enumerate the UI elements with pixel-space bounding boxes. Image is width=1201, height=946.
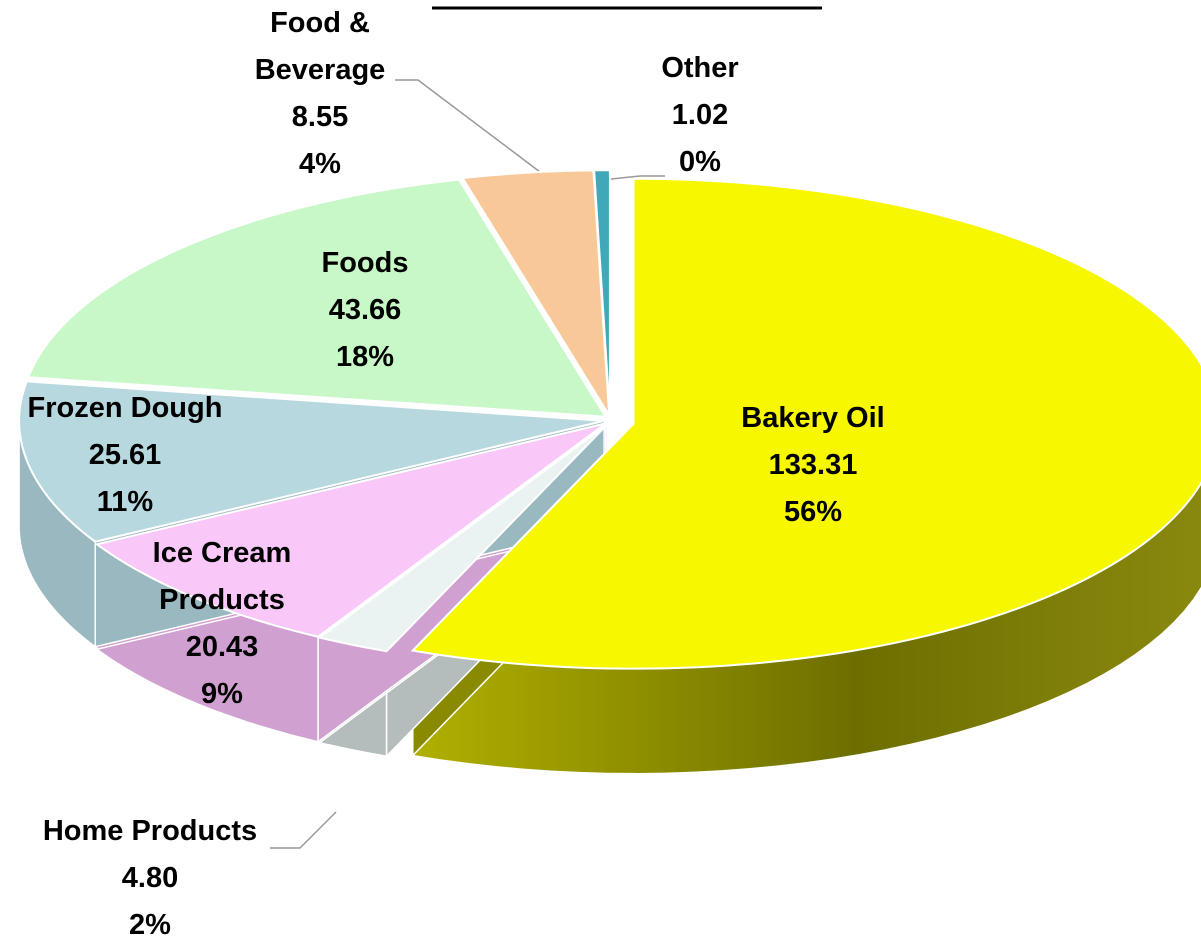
slice bbox=[26, 178, 608, 418]
category-label: Foods bbox=[321, 247, 409, 279]
category-label: Home Products bbox=[42, 815, 258, 847]
percent-label: 11% bbox=[96, 486, 154, 518]
value-label: 133.31 bbox=[768, 449, 858, 481]
data-label: Food & Beverage 8.55 4% bbox=[230, 0, 410, 188]
data-label: Foods 43.66 18% bbox=[265, 240, 465, 381]
percent-label: 18% bbox=[335, 341, 395, 373]
data-label: Frozen Dough 25.61 11% bbox=[0, 385, 265, 526]
value-label: 1.02 bbox=[671, 99, 729, 131]
data-label: Other 1.02 0% bbox=[620, 45, 780, 186]
slice bbox=[18, 380, 605, 543]
percent-label: 0% bbox=[679, 146, 721, 178]
value-label: 25.61 bbox=[88, 439, 162, 471]
slice bbox=[460, 169, 611, 416]
data-label: Home Products 4.80 2% bbox=[0, 808, 300, 946]
data-label: Bakery Oil 133.31 56% bbox=[683, 395, 943, 536]
data-label: Ice Cream Products 20.43 9% bbox=[112, 530, 332, 718]
percent-label: 56% bbox=[783, 496, 843, 528]
leader-line bbox=[270, 811, 337, 849]
category-label: Ice Cream Products bbox=[152, 537, 292, 616]
slice bbox=[410, 177, 1201, 670]
category-label: Other bbox=[661, 52, 739, 84]
percent-label: 9% bbox=[201, 678, 243, 710]
percent-label: 4% bbox=[299, 148, 341, 180]
category-label: Frozen Dough bbox=[27, 392, 223, 424]
leader-line bbox=[601, 175, 665, 181]
percent-label: 2% bbox=[129, 909, 171, 941]
value-label: 43.66 bbox=[328, 294, 402, 326]
category-label: Food & Beverage bbox=[254, 7, 386, 86]
value-label: 8.55 bbox=[291, 101, 349, 133]
slice bbox=[317, 423, 609, 653]
value-label: 4.80 bbox=[121, 862, 179, 894]
slice bbox=[593, 169, 611, 416]
slice bbox=[94, 422, 607, 638]
value-label: 20.43 bbox=[185, 631, 259, 663]
category-label: Bakery Oil bbox=[741, 402, 885, 434]
leader-line bbox=[395, 79, 541, 173]
